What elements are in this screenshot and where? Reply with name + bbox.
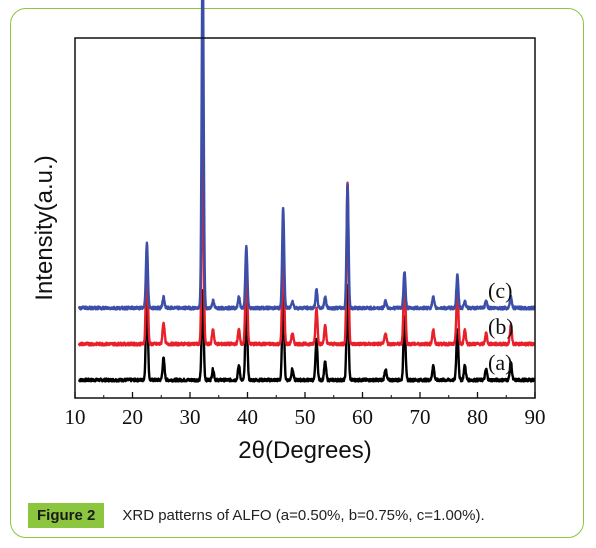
series-label-b: (b) [488,314,514,339]
figure-frame [10,8,584,538]
x-axis-title: 2θ(Degrees) [238,437,371,464]
x-tick-label: 70 [410,405,431,429]
x-tick-label: 40 [237,405,258,429]
x-tick-label: 20 [122,405,143,429]
y-axis-title: Intensity(a.u.) [31,155,58,300]
series-label-c: (c) [488,278,512,303]
figure-label: Figure 2 [28,502,105,528]
series-line-b [77,144,536,347]
series-line-c [77,0,536,311]
ticks-layer: 10 20 30 40 50 60 70 80 90 [65,392,546,429]
x-tick-label: 80 [467,405,488,429]
series-line-a [78,284,536,383]
figure-caption-text: XRD patterns of ALFO (a=0.50%, b=0.75%, … [122,506,485,524]
x-tick-label: 10 [65,405,86,429]
x-tick-label: 30 [180,405,201,429]
figure-caption: Figure 2 XRD patterns of ALFO (a=0.50%, … [28,500,485,530]
labels-layer: (a) (b) (c) [488,278,514,375]
x-tick-label: 90 [525,405,546,429]
series-label-a: (a) [488,350,512,375]
series-layer [77,0,536,383]
x-tick-label: 60 [352,405,373,429]
x-tick-label: 50 [295,405,316,429]
